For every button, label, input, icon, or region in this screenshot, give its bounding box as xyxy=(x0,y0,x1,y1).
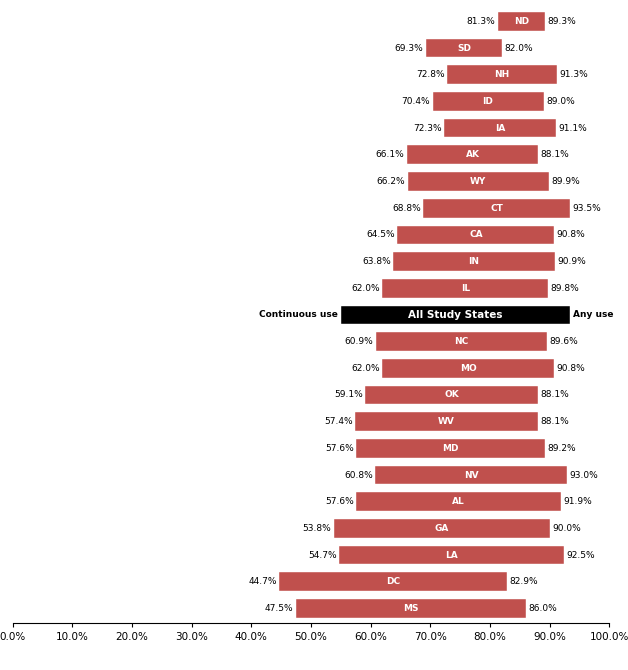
Text: IL: IL xyxy=(461,283,470,293)
Text: NC: NC xyxy=(455,337,468,346)
Text: 64.5%: 64.5% xyxy=(366,230,395,239)
Text: 82.0%: 82.0% xyxy=(504,44,533,52)
Text: ID: ID xyxy=(482,97,494,106)
Bar xyxy=(279,572,507,591)
Text: NH: NH xyxy=(494,70,510,79)
Text: 82.9%: 82.9% xyxy=(509,578,538,586)
Bar xyxy=(376,332,547,351)
Bar xyxy=(356,439,544,458)
Text: MO: MO xyxy=(460,364,477,373)
Text: 89.6%: 89.6% xyxy=(550,337,578,346)
Bar xyxy=(408,172,549,191)
Text: 62.0%: 62.0% xyxy=(352,283,380,293)
Bar xyxy=(382,279,548,297)
Bar xyxy=(407,145,538,164)
Text: 93.0%: 93.0% xyxy=(570,470,598,480)
Text: NV: NV xyxy=(464,470,479,480)
Bar xyxy=(447,66,557,84)
Text: AL: AL xyxy=(452,497,465,507)
Bar xyxy=(355,412,538,431)
Text: WV: WV xyxy=(438,417,455,426)
Text: Any use: Any use xyxy=(573,310,614,320)
Text: 47.5%: 47.5% xyxy=(265,604,293,613)
Bar xyxy=(423,199,570,218)
Bar xyxy=(497,12,545,31)
Text: 72.8%: 72.8% xyxy=(416,70,445,79)
Text: 62.0%: 62.0% xyxy=(352,364,380,373)
Text: 89.0%: 89.0% xyxy=(546,97,575,106)
Text: 59.1%: 59.1% xyxy=(334,391,363,399)
Text: 66.1%: 66.1% xyxy=(376,150,404,159)
Text: 68.8%: 68.8% xyxy=(392,204,421,212)
Text: 86.0%: 86.0% xyxy=(528,604,557,613)
Text: MD: MD xyxy=(442,444,458,453)
Bar xyxy=(393,252,555,271)
Bar xyxy=(433,92,544,111)
Text: LA: LA xyxy=(445,551,458,559)
Text: 91.3%: 91.3% xyxy=(560,70,588,79)
Text: 57.6%: 57.6% xyxy=(325,444,354,453)
Text: OK: OK xyxy=(444,391,459,399)
Bar xyxy=(296,599,526,618)
Bar xyxy=(340,306,570,324)
Text: All Study States: All Study States xyxy=(408,310,503,320)
Text: 88.1%: 88.1% xyxy=(541,391,570,399)
Text: 91.9%: 91.9% xyxy=(563,497,592,507)
Text: Continuous use: Continuous use xyxy=(259,310,338,320)
Text: 89.3%: 89.3% xyxy=(548,17,577,26)
Text: 90.9%: 90.9% xyxy=(557,257,586,266)
Text: 63.8%: 63.8% xyxy=(362,257,391,266)
Text: 72.3%: 72.3% xyxy=(413,123,441,133)
Bar xyxy=(382,359,555,378)
Bar xyxy=(444,119,556,137)
Text: 54.7%: 54.7% xyxy=(308,551,337,559)
Text: 92.5%: 92.5% xyxy=(567,551,595,559)
Bar xyxy=(365,386,538,404)
Text: 66.2%: 66.2% xyxy=(377,177,405,186)
Text: 90.8%: 90.8% xyxy=(556,230,585,239)
Text: 69.3%: 69.3% xyxy=(395,44,424,52)
Text: 60.9%: 60.9% xyxy=(345,337,374,346)
Text: IA: IA xyxy=(495,123,505,133)
Text: GA: GA xyxy=(435,524,448,533)
Text: 88.1%: 88.1% xyxy=(541,417,570,426)
Text: 89.2%: 89.2% xyxy=(547,444,576,453)
Text: 93.5%: 93.5% xyxy=(573,204,602,212)
Text: 88.1%: 88.1% xyxy=(541,150,570,159)
Text: 57.6%: 57.6% xyxy=(325,497,354,507)
Text: 89.9%: 89.9% xyxy=(551,177,580,186)
Text: AK: AK xyxy=(465,150,480,159)
Text: 90.8%: 90.8% xyxy=(556,364,585,373)
Text: IN: IN xyxy=(468,257,480,266)
Text: MS: MS xyxy=(403,604,418,613)
Text: 89.8%: 89.8% xyxy=(551,283,580,293)
Text: 60.8%: 60.8% xyxy=(344,470,373,480)
Bar xyxy=(333,519,550,538)
Text: SD: SD xyxy=(457,44,471,52)
Text: 70.4%: 70.4% xyxy=(401,97,430,106)
Text: 57.4%: 57.4% xyxy=(324,417,353,426)
Text: 91.1%: 91.1% xyxy=(558,123,587,133)
Text: 81.3%: 81.3% xyxy=(467,17,495,26)
Text: 44.7%: 44.7% xyxy=(248,578,277,586)
Text: CA: CA xyxy=(469,230,483,239)
Bar xyxy=(426,39,502,58)
Text: CT: CT xyxy=(490,204,503,212)
Bar xyxy=(356,492,561,511)
Text: DC: DC xyxy=(386,578,400,586)
Text: WY: WY xyxy=(470,177,486,186)
Text: 53.8%: 53.8% xyxy=(303,524,331,533)
Bar xyxy=(376,466,568,484)
Text: 90.0%: 90.0% xyxy=(552,524,581,533)
Bar xyxy=(398,226,555,244)
Bar xyxy=(339,546,565,564)
Text: ND: ND xyxy=(514,17,529,26)
